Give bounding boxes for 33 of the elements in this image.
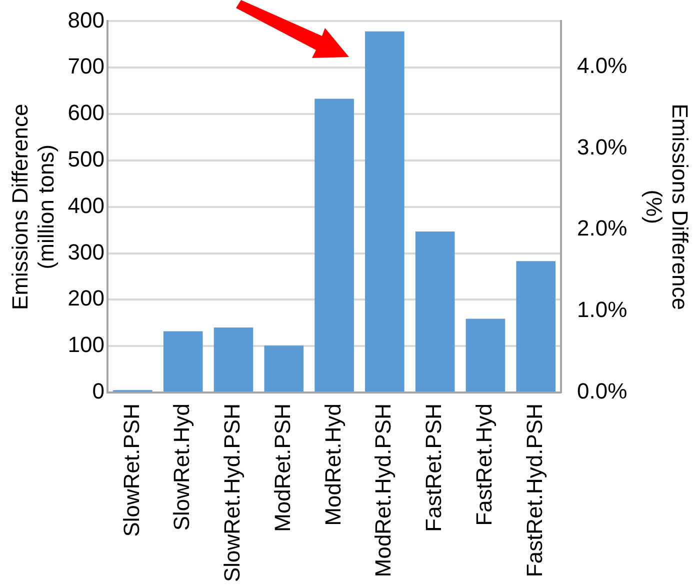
y-tick-label: 800 xyxy=(68,7,105,32)
bar xyxy=(415,231,455,392)
y2-tick-label: 3.0% xyxy=(577,134,628,160)
y-tick-label: 300 xyxy=(68,239,105,264)
bar xyxy=(264,346,304,392)
x-tick-label: FastRet.PSH xyxy=(421,403,446,532)
bar xyxy=(466,318,506,392)
y2-tick-label: 0.0% xyxy=(577,378,628,404)
x-tick-label: SlowRet.Hyd xyxy=(169,403,194,531)
x-tick-label: SlowRet.Hyd.PSH xyxy=(220,403,245,582)
y-tick-label: 100 xyxy=(68,332,105,358)
y-tick-label: 0 xyxy=(92,378,105,404)
y-axis-title: Emissions Difference (million tons) xyxy=(7,104,59,310)
x-tick-label: FastRet.Hyd.PSH xyxy=(522,403,547,578)
bar xyxy=(365,31,404,392)
x-tick-label: ModRet.PSH xyxy=(270,403,295,532)
x-tick-label: SlowRet.PSH xyxy=(118,403,144,537)
y-tick-label: 200 xyxy=(68,286,105,311)
bar xyxy=(163,331,203,392)
x-tick-label: ModRet.Hyd xyxy=(320,403,346,526)
y-tick-label: 400 xyxy=(68,192,105,218)
x-tick-label: FastRet.Hyd xyxy=(472,403,497,526)
y-tick-label: 600 xyxy=(68,100,105,126)
bar xyxy=(516,261,556,392)
y2-tick-label: 2.0% xyxy=(577,216,628,241)
y2-axis-title: Emissions Difference (%) xyxy=(641,104,693,310)
y2-tick-label: 4.0% xyxy=(577,52,628,78)
x-tick-label: ModRet.Hyd.PSH xyxy=(370,403,396,578)
bar xyxy=(314,98,354,392)
y-tick-label: 500 xyxy=(68,146,105,172)
bar xyxy=(214,328,254,392)
y2-tick-label: 1.0% xyxy=(577,297,628,322)
y-tick-label: 700 xyxy=(68,54,105,79)
